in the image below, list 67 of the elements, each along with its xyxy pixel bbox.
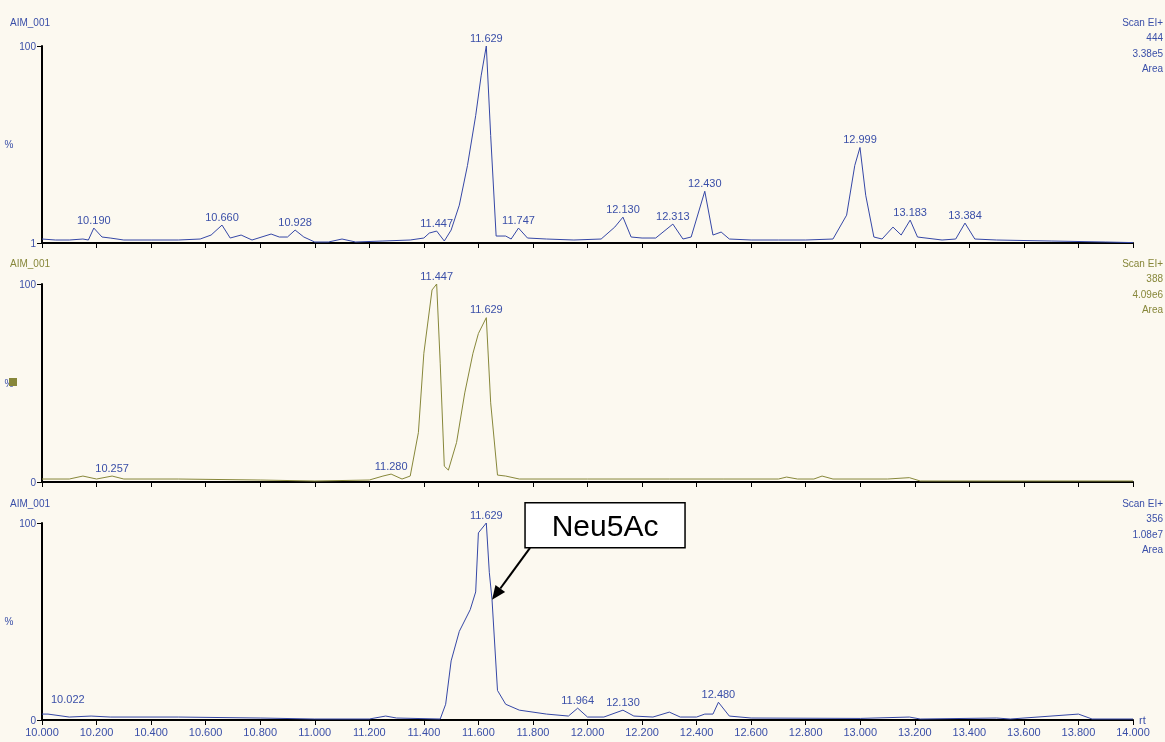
- y-tick-label: 0: [30, 714, 37, 726]
- y-tick-label: 100: [19, 40, 37, 52]
- x-tick-label: 12.600: [734, 725, 768, 738]
- y-tick-label: 100: [19, 278, 37, 290]
- annotation: 10.928: [278, 215, 312, 228]
- x-tick-label: 10.800: [243, 725, 278, 738]
- y-tick-label: 100: [19, 517, 37, 529]
- annotation: 11.964: [561, 693, 595, 706]
- annotation: 13.183: [893, 205, 927, 218]
- text: Area: [1141, 544, 1164, 555]
- annotation: 10.190: [76, 213, 111, 226]
- x-tick-label: 12.400: [679, 725, 714, 738]
- annotation: 1.08e7: [1132, 528, 1164, 540]
- annotation: 11.747: [502, 213, 535, 226]
- x-tick-label: 13.600: [1007, 725, 1041, 738]
- y-axis-title: %: [4, 139, 14, 150]
- x-tick-label: 11.000: [298, 725, 332, 738]
- x-tick-label: 11.400: [407, 725, 441, 738]
- x-axis-title: rt: [1139, 714, 1146, 726]
- x-tick-label: 11.800: [516, 725, 550, 738]
- text: Area: [1141, 304, 1164, 315]
- text: Scan EI+: [1122, 16, 1164, 28]
- annotation: 12.313: [656, 209, 690, 222]
- text: Scan EI+: [1122, 497, 1164, 509]
- chart-title: AIM_001: [10, 257, 51, 269]
- x-tick-label: 12.000: [570, 725, 605, 738]
- annotation: 4.09e6: [1132, 288, 1164, 300]
- x-tick-label: 11.200: [352, 725, 386, 738]
- x-tick-label: 12.200: [625, 725, 659, 738]
- x-tick-label: 10.600: [188, 725, 223, 738]
- annotation: 3.38e5: [1132, 47, 1164, 59]
- annotation: 13.384: [948, 208, 982, 221]
- chart-title: AIM_001: [10, 16, 51, 28]
- x-tick-label: 12.800: [788, 725, 823, 738]
- x-tick-label: 13.200: [897, 725, 932, 738]
- y-tick-label: 1: [30, 237, 37, 249]
- x-tick-label: 14.000: [1116, 725, 1150, 738]
- annotation: 11.629: [469, 303, 503, 316]
- annotation: 10.257: [95, 461, 129, 474]
- x-tick-label: 10.400: [134, 725, 168, 738]
- x-tick-label: 10.200: [79, 725, 114, 738]
- annotation: 12.480: [701, 687, 736, 700]
- annotation: 12.130: [606, 202, 640, 215]
- y-tick-label: 0: [30, 476, 37, 488]
- x-tick-label: 13.000: [843, 725, 878, 738]
- x-tick-label: 13.800: [1061, 725, 1096, 738]
- x-tick-label: 10.000: [25, 725, 59, 738]
- annotation: 12.999: [843, 132, 877, 145]
- annotation: 12.130: [606, 695, 640, 708]
- annotation: 11.447: [420, 269, 454, 282]
- x-tick-label: 13.400: [952, 725, 987, 738]
- annotation: 10.660: [205, 210, 239, 223]
- text: 444: [1146, 32, 1164, 43]
- annotation: 10.022: [51, 692, 85, 705]
- text: 388: [1146, 273, 1164, 284]
- annotation: 11.629: [469, 508, 503, 521]
- annotation: 11.280: [374, 459, 408, 472]
- annotation: 11.629: [469, 31, 503, 44]
- text: Scan EI+: [1122, 257, 1164, 269]
- text: 356: [1146, 513, 1164, 524]
- annotation: 12.430: [687, 176, 722, 189]
- annotation: Neu5Ac: [551, 508, 659, 542]
- annotation: 11.447: [420, 216, 454, 229]
- x-tick-label: 11.600: [461, 725, 495, 738]
- text: Area: [1141, 63, 1164, 74]
- chart-title: AIM_001: [10, 497, 51, 509]
- y-axis-title: %: [4, 616, 14, 627]
